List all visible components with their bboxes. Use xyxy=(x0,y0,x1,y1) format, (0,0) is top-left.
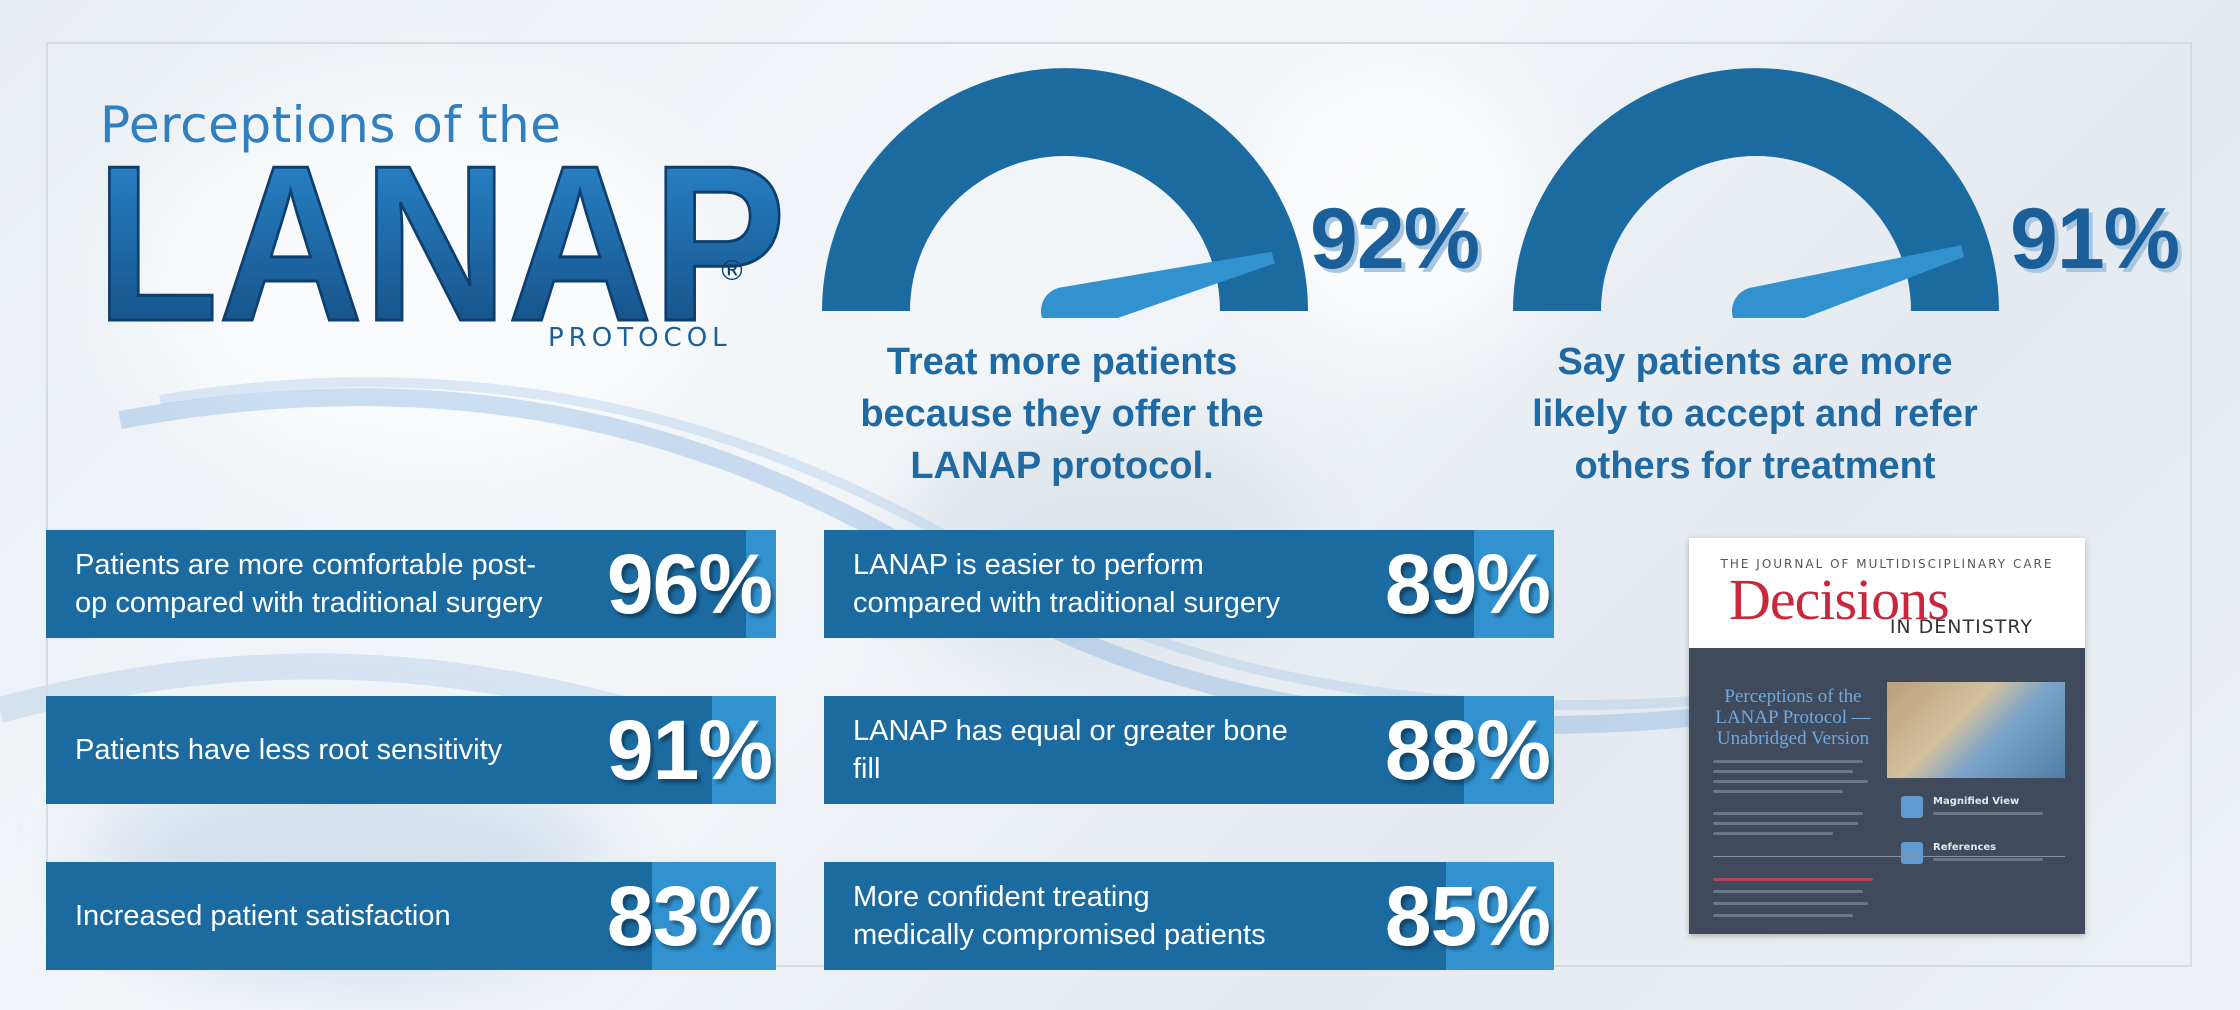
title-prefix: Perceptions of the xyxy=(100,96,562,154)
stat-bar: LANAP is easier to perform compared with … xyxy=(824,530,1554,638)
stat-accent xyxy=(1464,696,1554,804)
caption-line: LANAP protocol. xyxy=(910,445,1214,487)
gauge-needle xyxy=(1732,245,1965,318)
stat-accent xyxy=(1474,530,1554,638)
stat-bar: LANAP has equal or greater bone fill 88% xyxy=(824,696,1554,804)
gauge-92 xyxy=(822,68,1308,318)
stat-value: 85% xyxy=(1384,869,1551,963)
stat-value: 91% xyxy=(606,703,773,797)
article-title: Perceptions of the LANAP Protocol — Unab… xyxy=(1715,686,1871,749)
gauge-value: 92% xyxy=(1310,191,1480,287)
stat-bar: Patients have less root sensitivity 91% xyxy=(46,696,776,804)
caption-line: because they offer the xyxy=(860,393,1264,435)
protocol-label: PROTOCOL xyxy=(548,323,732,353)
registered-mark: ® xyxy=(718,254,746,287)
stat-accent xyxy=(712,696,776,804)
lanap-logo: LANAP ® xyxy=(96,130,788,360)
stat-text: LANAP has equal or greater bone fill xyxy=(853,715,1288,785)
stat-value: 83% xyxy=(606,869,773,963)
stat-accent xyxy=(652,862,776,970)
stat-bar: Increased patient satisfaction 83% xyxy=(46,862,776,970)
stat-value: 96% xyxy=(606,537,773,631)
stat-bar: More confident treating medically comprom… xyxy=(824,862,1554,970)
stat-text: Increased patient satisfaction xyxy=(75,900,451,932)
gauge-caption: Treat more patients because they offer t… xyxy=(782,336,1342,492)
gauge-91 xyxy=(1513,68,1999,318)
journal-kicker: THE JOURNAL OF MULTIDISCIPLINARY CARE xyxy=(1720,557,2054,571)
stat-accent xyxy=(746,530,776,638)
stat-value: 89% xyxy=(1384,537,1551,631)
stat-value: 88% xyxy=(1384,703,1551,797)
caption-line: Say patients are more xyxy=(1557,341,1953,383)
article-photo xyxy=(1887,682,2065,778)
gauge-needle xyxy=(1041,251,1275,318)
caption-line: others for treatment xyxy=(1574,445,1936,487)
journal-cover[interactable]: THE JOURNAL OF MULTIDISCIPLINARY CARE De… xyxy=(1689,538,2085,934)
magnified-view-label: Magnified View xyxy=(1933,796,2020,807)
references-icon xyxy=(1901,842,1923,864)
journal-header: THE JOURNAL OF MULTIDISCIPLINARY CARE De… xyxy=(1689,538,2085,648)
caption-line: likely to accept and refer xyxy=(1532,393,1978,435)
journal-name: Decisions xyxy=(1729,567,1950,632)
stat-text: Patients are more comfortable post-op co… xyxy=(75,549,543,619)
caption-line: Treat more patients xyxy=(886,341,1238,383)
logo-text: LANAP xyxy=(96,130,786,360)
journal-subtitle: IN DENTISTRY xyxy=(1889,616,2033,638)
magnifier-icon xyxy=(1901,796,1923,818)
references-label: References xyxy=(1933,842,1997,853)
stat-text: LANAP is easier to perform compared with … xyxy=(853,549,1281,619)
gauge-value: 91% xyxy=(2010,191,2180,287)
stat-text: Patients have less root sensitivity xyxy=(75,734,503,766)
stat-bar: Patients are more comfortable post-op co… xyxy=(46,530,776,638)
stat-accent xyxy=(1446,862,1554,970)
gauge-caption: Say patients are more likely to accept a… xyxy=(1475,336,2035,492)
stat-text: More confident treating medically comprom… xyxy=(853,881,1266,951)
